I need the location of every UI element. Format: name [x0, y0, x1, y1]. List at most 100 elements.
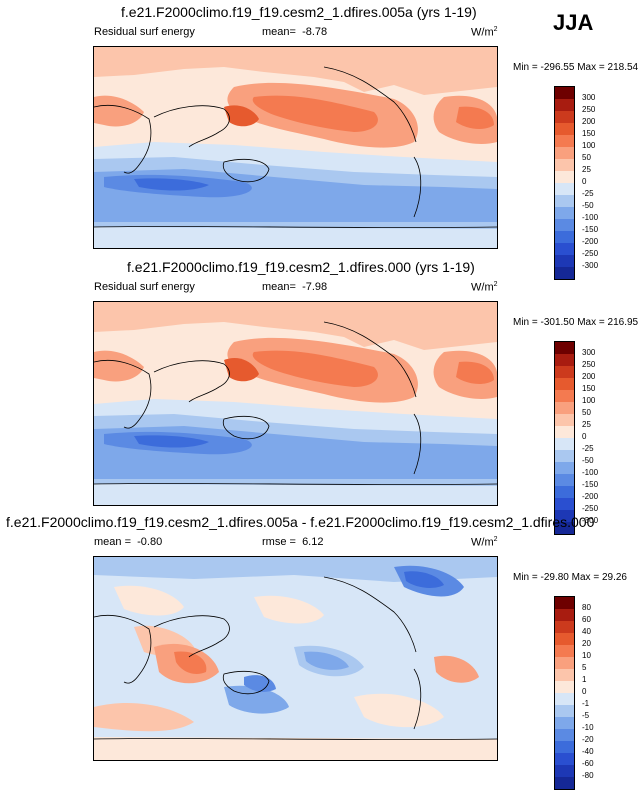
p2-antarctic [94, 484, 497, 505]
panel1-minmax: Min = -296.55 Max = 218.54 [513, 62, 639, 73]
p1-arctic-field [94, 47, 497, 95]
p3-africa-coast [94, 614, 152, 684]
p3-antarctic [94, 737, 497, 760]
p2-europe-warm [94, 350, 144, 382]
p1-namerica-coast [323, 66, 417, 143]
panel1-title: f.e21.F2000climo.f19_f19.cesm2_1.dfires.… [121, 4, 477, 20]
panel3-level-label: 10 [582, 651, 591, 660]
panel1-variable: Residual surf energy [94, 26, 195, 38]
panel3-level-label: -80 [582, 771, 594, 780]
p1-antarctic [94, 227, 497, 248]
panel2-level-label: 0 [582, 432, 587, 441]
panel2-level-label: 150 [582, 384, 596, 393]
panel2-minmax: Min = -301.50 Max = 216.95 [513, 317, 639, 328]
panel3-level-label: 40 [582, 627, 591, 636]
panel2-level-label: -200 [582, 492, 599, 501]
p2-npacific-core [252, 350, 378, 387]
p2-antarctica-coast [94, 483, 497, 485]
panel1-max-value: 218.54 [607, 62, 639, 73]
panel1-colorbar [554, 86, 575, 280]
panel3-level-label: -10 [582, 723, 594, 732]
p3-npacific-warm [254, 595, 324, 624]
panel1-level-label: -150 [582, 225, 599, 234]
p3-namerica-coast [323, 576, 417, 653]
panel2-max-value: 216.95 [607, 317, 639, 328]
panel3-level-label: -5 [582, 711, 590, 720]
panel1-level-label: -25 [582, 189, 594, 198]
p1-africa-coast [94, 104, 152, 174]
panel3-level-label: 5 [582, 663, 587, 672]
panel1-level-label: 100 [582, 141, 596, 150]
panel1-level-label: -200 [582, 237, 599, 246]
p1-australia [222, 158, 270, 183]
p1-asia-coast [153, 105, 230, 148]
panel2-map [93, 301, 498, 506]
panel3-level-label: -60 [582, 759, 594, 768]
panel1-level-label: 200 [582, 117, 596, 126]
panel2-level-label: 250 [582, 360, 596, 369]
panel2-units: W/m2 [471, 281, 498, 294]
panel3-level-label: 0 [582, 687, 587, 696]
panel1-mean-label: mean= [262, 26, 296, 38]
p2-natlantic-core [456, 361, 494, 384]
panel1-mean: mean= -8.78 [262, 26, 327, 38]
panel2-colorbar [554, 341, 575, 535]
panel3-level-label: 60 [582, 615, 591, 624]
panel3-minmax: Min = -29.80 Max = 29.26 [513, 572, 627, 583]
p3-arctic-field [94, 557, 497, 582]
panel3-rmse-label: rmse = [262, 536, 296, 548]
panel2-mean-label: mean= [262, 281, 296, 293]
panel1-level-label: -300 [582, 261, 599, 270]
p3-australia [222, 670, 270, 695]
panel2-level-label: 25 [582, 420, 591, 429]
panel3-level-label: -40 [582, 747, 594, 756]
p3-indian-core [174, 651, 207, 674]
panel2-level-label: 50 [582, 408, 591, 417]
p2-indian-core [134, 435, 209, 448]
panel1-level-label: -250 [582, 249, 599, 258]
p2-namerica-coast [323, 321, 417, 398]
panel2-min-value: -301.50 [540, 317, 575, 328]
p3-europe-warm [114, 585, 184, 616]
panel1-level-label: 25 [582, 165, 591, 174]
panel1-level-label: 50 [582, 153, 591, 162]
panel3-level-label: -1 [582, 699, 590, 708]
p1-indian-core [134, 178, 209, 191]
panel3-colorbar [554, 596, 575, 790]
panel3-mean-value: -0.80 [137, 536, 163, 548]
panel3-title: f.e21.F2000climo.f19_f19.cesm2_1.dfires.… [6, 514, 595, 530]
panel3-units: W/m2 [471, 536, 498, 549]
panel2-level-label: -150 [582, 480, 599, 489]
p2-japan-hotspot [224, 357, 259, 382]
panel1-units: W/m2 [471, 26, 498, 39]
p3-satlantic-warm [434, 655, 479, 683]
p1-japan-hotspot [224, 105, 259, 127]
p3-greenland-core [404, 571, 444, 588]
p2-samerica-coast [413, 413, 422, 475]
panel3-rmse-value: 6.12 [302, 536, 324, 548]
p1-europe-warm [94, 95, 144, 127]
panel2-variable: Residual surf energy [94, 281, 195, 293]
season-label: JJA [553, 10, 594, 35]
panel2-level-label: 100 [582, 396, 596, 405]
panel3-map [93, 556, 498, 761]
panel2-level-label: -100 [582, 468, 599, 477]
panel1-level-label: 250 [582, 105, 596, 114]
p3-asia-coast [153, 615, 230, 658]
panel1-level-label: -50 [582, 201, 594, 210]
p2-africa-coast [94, 359, 152, 429]
panel3-level-label: 1 [582, 675, 587, 684]
panel3-max-value: 29.26 [601, 572, 627, 583]
panel3-min-value: -29.80 [540, 572, 569, 583]
p1-natlantic-core [456, 106, 494, 129]
panel3-level-label: 80 [582, 603, 591, 612]
p2-asia-coast [153, 360, 230, 403]
panel2-level-label: -50 [582, 456, 594, 465]
panel3-mean-label: mean = [94, 536, 131, 548]
p2-arctic-field [94, 302, 497, 350]
panel2-level-label: -25 [582, 444, 594, 453]
panel1-level-label: -100 [582, 213, 599, 222]
p1-npacific-core [252, 95, 378, 132]
panel1-level-label: 300 [582, 93, 596, 102]
panel2-level-label: 200 [582, 372, 596, 381]
